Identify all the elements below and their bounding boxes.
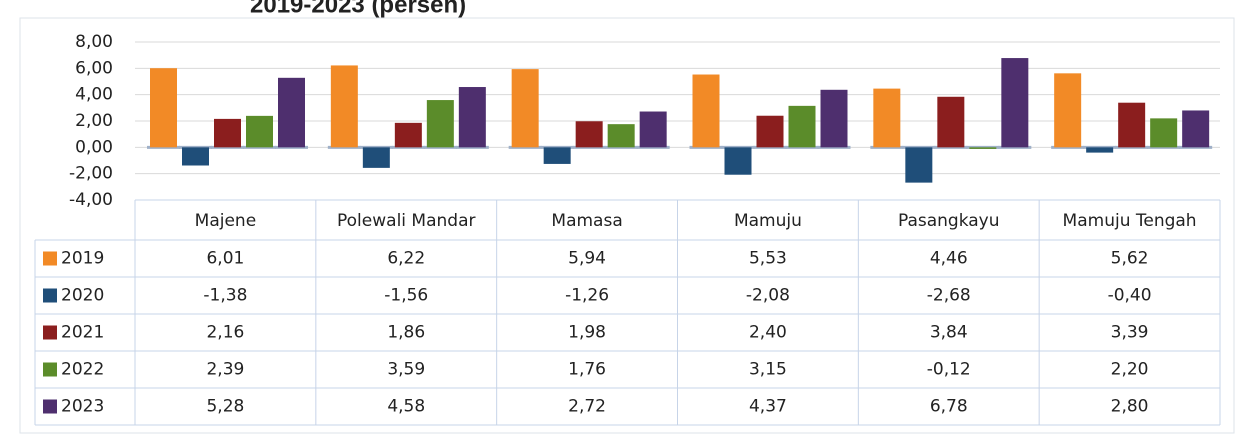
bar <box>1054 73 1082 148</box>
bar <box>724 147 752 175</box>
legend-label: 2021 <box>61 323 104 343</box>
y-tick-label: 6,00 <box>75 58 113 78</box>
table-value: 1,98 <box>568 323 606 343</box>
category-label: Mamuju <box>734 211 802 231</box>
table-value: 2,16 <box>206 323 244 343</box>
category-label: Pasangkayu <box>898 211 1000 231</box>
table-value: 5,28 <box>206 397 244 417</box>
category-label: Mamuju Tengah <box>1063 211 1197 231</box>
legend-swatch <box>43 362 57 377</box>
bar <box>1118 102 1146 148</box>
bar <box>692 74 720 148</box>
bar <box>246 115 273 148</box>
y-tick-label: 0,00 <box>75 137 113 157</box>
bar <box>937 96 965 148</box>
table-value: 2,40 <box>749 323 787 343</box>
bar <box>278 77 305 148</box>
bar <box>1150 118 1178 148</box>
table-value: 4,58 <box>387 397 425 417</box>
table-value: 5,53 <box>749 249 787 269</box>
bar <box>575 121 603 148</box>
bar <box>458 87 486 148</box>
table-value: 2,80 <box>1111 397 1149 417</box>
y-tick-label: -2,00 <box>69 164 113 184</box>
category-label: Polewali Mandar <box>337 211 475 231</box>
bar <box>543 147 571 164</box>
table-value: 4,46 <box>930 249 968 269</box>
y-tick-label: 2,00 <box>75 111 113 131</box>
y-tick-label: -4,00 <box>69 190 113 210</box>
bar <box>1001 58 1029 148</box>
bar <box>1086 147 1114 153</box>
legend-swatch <box>43 325 57 340</box>
table-value: 5,62 <box>1111 249 1149 269</box>
chart-title: 2019-2023 (persen) <box>250 0 466 18</box>
legend-label: 2023 <box>61 397 104 417</box>
table-value: -1,56 <box>384 286 428 306</box>
table-value: 3,59 <box>387 360 425 380</box>
bar <box>873 88 901 148</box>
table-value: 1,86 <box>387 323 425 343</box>
table-value: -1,38 <box>203 286 247 306</box>
bar <box>182 147 209 166</box>
table-value: 6,78 <box>930 397 968 417</box>
bar <box>905 147 933 183</box>
bar <box>511 69 539 148</box>
legend-swatch <box>43 251 57 266</box>
y-tick-label: 4,00 <box>75 85 113 105</box>
legend-label: 2022 <box>61 360 104 380</box>
category-label: Majene <box>195 211 257 231</box>
table-value: 3,84 <box>930 323 968 343</box>
y-tick-label: 8,00 <box>75 32 113 52</box>
table-value: 1,76 <box>568 360 606 380</box>
table-value: 2,39 <box>206 360 244 380</box>
table-value: 2,72 <box>568 397 606 417</box>
table-value: 6,01 <box>206 249 244 269</box>
table-value: 3,15 <box>749 360 787 380</box>
bar <box>150 68 177 148</box>
table-value: -2,08 <box>746 286 790 306</box>
table-value: 6,22 <box>387 249 425 269</box>
bar <box>639 111 667 148</box>
table-value: -0,12 <box>927 360 971 380</box>
bar <box>756 115 784 148</box>
bar <box>214 118 241 148</box>
bar <box>820 89 848 148</box>
bar <box>362 147 390 168</box>
bar <box>607 124 635 148</box>
table-value: -1,26 <box>565 286 609 306</box>
chart-border <box>19 17 1235 434</box>
legend-swatch <box>43 288 57 303</box>
bar <box>330 65 358 148</box>
legend-label: 2019 <box>61 249 104 269</box>
table-value: 4,37 <box>749 397 787 417</box>
table-value: 3,39 <box>1111 323 1149 343</box>
table-value: 2,20 <box>1111 360 1149 380</box>
table-value: 5,94 <box>568 249 606 269</box>
table-value: -2,68 <box>927 286 971 306</box>
legend-swatch <box>43 399 57 414</box>
bar <box>394 122 422 148</box>
bar <box>426 100 454 148</box>
bar <box>969 147 997 149</box>
bar <box>788 105 816 148</box>
legend-label: 2020 <box>61 286 104 306</box>
bar <box>1182 110 1210 148</box>
category-label: Mamasa <box>551 211 622 231</box>
table-value: -0,40 <box>1108 286 1152 306</box>
